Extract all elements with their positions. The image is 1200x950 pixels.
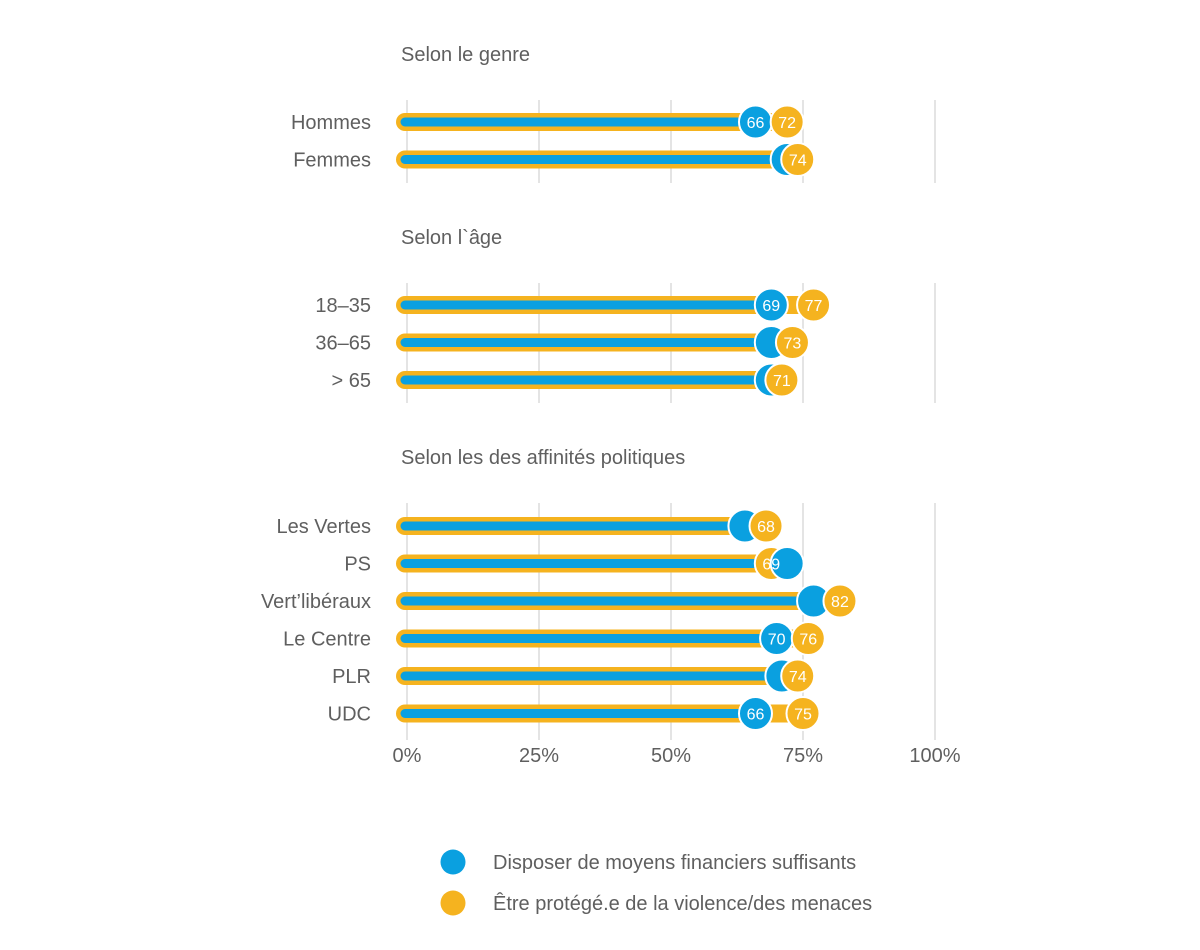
data-label: 73 (784, 336, 802, 353)
group-title: Selon l`âge (401, 227, 502, 249)
category-label: PLR (332, 666, 371, 688)
dot-protection (780, 658, 816, 694)
data-label: 70 (768, 632, 786, 649)
data-row: Les Vertes 68 (276, 508, 784, 544)
data-label: 76 (799, 632, 817, 649)
data-label: 66 (747, 707, 765, 724)
x-tick-label: 75% (783, 745, 823, 767)
data-label: 72 (778, 115, 796, 132)
x-tick-label: 25% (519, 745, 559, 767)
data-label: 66 (747, 115, 765, 132)
data-label: 69 (762, 298, 780, 315)
category-label: Femmes (293, 150, 371, 172)
data-row: > 65 71 (332, 362, 800, 398)
dot-protection (822, 583, 858, 619)
data-label: 74 (789, 669, 807, 686)
group-title: Selon les des affinités politiques (401, 447, 685, 469)
category-label: 18–35 (315, 295, 371, 317)
group-1: Selon l`âge 18–35 69 77 36–65 73 > 65 71 (315, 227, 832, 398)
dot-protection (748, 508, 784, 544)
group-title: Selon le genre (401, 44, 530, 66)
category-label: Le Centre (283, 629, 371, 651)
data-row: PLR 74 (332, 658, 816, 694)
data-row: PS 69 (344, 546, 805, 581)
legend-label: Disposer de moyens financiers suffisants (493, 852, 856, 874)
legend-item: Disposer de moyens financiers suffisants (440, 849, 856, 875)
dot-protection (774, 325, 810, 360)
category-label: UDC (328, 704, 371, 726)
data-label: 71 (773, 373, 791, 390)
dot-protection (769, 104, 805, 140)
dot-protection (780, 142, 816, 177)
legend-swatch (440, 890, 466, 916)
data-row: Hommes 66 72 (291, 104, 805, 140)
category-label: 36–65 (315, 333, 371, 355)
dot-protection (785, 696, 821, 731)
data-row: Femmes 74 (293, 142, 816, 177)
data-row: 18–35 69 77 (315, 287, 832, 323)
data-label: 74 (789, 153, 807, 170)
x-tick-label: 50% (651, 745, 691, 767)
legend-label: Être protégé.e de la violence/des menace… (493, 892, 872, 915)
data-label: 75 (794, 707, 812, 724)
group-2: Selon les des affinités politiques Les Ve… (261, 447, 858, 731)
dot-finances (769, 546, 805, 581)
data-label: 68 (757, 519, 775, 536)
data-label: 82 (831, 594, 849, 611)
data-row: Vert’libéraux 82 (261, 583, 858, 619)
category-label: Vert’libéraux (261, 591, 371, 613)
category-label: PS (344, 554, 371, 576)
category-label: Hommes (291, 112, 371, 134)
dot-protection (796, 287, 832, 323)
data-row: 36–65 73 (315, 325, 810, 360)
data-label: 77 (805, 298, 823, 315)
dot-finances (737, 696, 773, 731)
group-0: Selon le genre Hommes 66 72 Femmes 74 (291, 44, 816, 177)
category-label: > 65 (332, 370, 371, 392)
x-tick-label: 100% (909, 745, 960, 767)
category-label: Les Vertes (276, 516, 371, 538)
data-label: 69 (762, 557, 780, 574)
dot-protection (790, 621, 826, 656)
legend-swatch (440, 849, 466, 875)
dot-protection (764, 362, 800, 398)
dot-finances (753, 287, 789, 323)
data-row: UDC 66 75 (328, 696, 821, 731)
legend-item: Être protégé.e de la violence/des menace… (440, 890, 872, 916)
data-row: Le Centre 70 76 (283, 621, 826, 656)
x-tick-label: 0% (393, 745, 422, 767)
